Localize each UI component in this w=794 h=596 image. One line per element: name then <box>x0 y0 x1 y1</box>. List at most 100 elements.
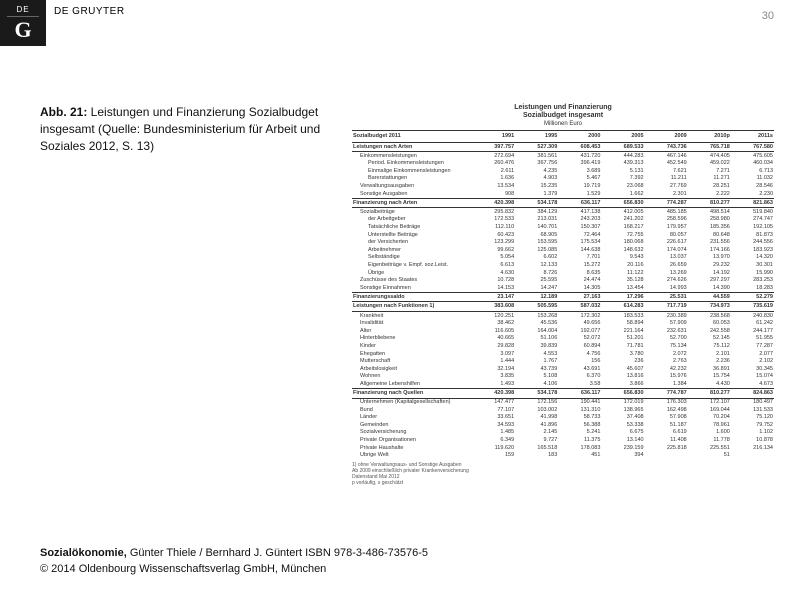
cell: 38.462 <box>472 320 515 328</box>
row-label: Period. Einkommensleistungen <box>352 160 472 168</box>
cell: 39.839 <box>515 342 558 350</box>
cell: 4.553 <box>515 350 558 358</box>
row-label: Ehegatten <box>352 350 472 358</box>
cell: 9.727 <box>515 437 558 445</box>
cell: 172.107 <box>688 398 731 406</box>
cell: 774.787 <box>645 388 688 398</box>
cell: 70.204 <box>688 414 731 422</box>
table-row: Sozialbeiträge295.832384.129417.138412.0… <box>352 208 774 216</box>
row-label: Mutterschaft <box>352 358 472 366</box>
cell: 99.662 <box>472 246 515 254</box>
table-row: Ehegatten3.0974.5534.7563.7802.0722.1012… <box>352 350 774 358</box>
cell: 384.129 <box>515 208 558 216</box>
cell: 78.961 <box>688 421 731 429</box>
cell: 183 <box>515 452 558 460</box>
cell: 4.756 <box>558 350 601 358</box>
cell: 190.441 <box>558 398 601 406</box>
cell: 258.596 <box>645 216 688 224</box>
cell: 4.235 <box>515 167 558 175</box>
cell: 45.607 <box>601 365 644 373</box>
cell: 61.242 <box>731 320 774 328</box>
cell: 367.756 <box>515 160 558 168</box>
row-label: Arbeitslosigkeit <box>352 365 472 373</box>
cell: 467.146 <box>645 152 688 160</box>
cell: 6.613 <box>472 261 515 269</box>
cell: 439.313 <box>601 160 644 168</box>
cell: 2.236 <box>688 358 731 366</box>
cell: 6.370 <box>558 373 601 381</box>
cell: 238.568 <box>688 312 731 320</box>
cell: 431.720 <box>558 152 601 160</box>
cell: 420.398 <box>472 198 515 208</box>
table-header-row: Sozialbudget 2011 1991199520002005200920… <box>352 130 774 142</box>
cell: 60.423 <box>472 231 515 239</box>
cell: 138.965 <box>601 406 644 414</box>
cell: 174.166 <box>688 246 731 254</box>
cell: 534.178 <box>515 388 558 398</box>
cell: 24.474 <box>558 277 601 285</box>
cell: 27.769 <box>645 183 688 191</box>
cell: 534.178 <box>515 198 558 208</box>
cell: 192.077 <box>558 327 601 335</box>
cell: 6.349 <box>472 437 515 445</box>
table-row: Period. Einkommensleistungen260.476367.7… <box>352 160 774 168</box>
cell: 53.338 <box>601 421 644 429</box>
cell: 7.621 <box>645 167 688 175</box>
cell: 519.840 <box>731 208 774 216</box>
cell: 179.957 <box>645 224 688 232</box>
cell: 460.034 <box>731 160 774 168</box>
cell: 140.701 <box>515 224 558 232</box>
table-row: Übrige4.6308.7268.63511.12213.26914.1921… <box>352 269 774 277</box>
cell: 824.863 <box>731 388 774 398</box>
cell: 13.454 <box>601 284 644 292</box>
cell: 68.905 <box>515 231 558 239</box>
row-label: Arbeitnehmer <box>352 246 472 254</box>
cell: 2.230 <box>731 190 774 198</box>
cell: 381.561 <box>515 152 558 160</box>
cell: 4.630 <box>472 269 515 277</box>
cell: 41.896 <box>515 421 558 429</box>
cell: 45.536 <box>515 320 558 328</box>
row-label: Finanzierung nach Arten <box>352 198 472 208</box>
col-year: 2011s <box>731 130 774 142</box>
cell: 8.635 <box>558 269 601 277</box>
cell: 148.632 <box>601 246 644 254</box>
row-label: Leistungen nach Funktionen 1) <box>352 302 472 312</box>
cell: 689.533 <box>601 142 644 152</box>
table-row: Mutterschaft1.4441.7671562362.7632.2362.… <box>352 358 774 366</box>
cell: 396.419 <box>558 160 601 168</box>
cell: 3.58 <box>558 380 601 388</box>
cell: 12.189 <box>515 292 558 302</box>
cell: 908 <box>472 190 515 198</box>
cell: 636.117 <box>558 198 601 208</box>
table-row: Wohnen3.8355.1086.37013.81615.97615.7541… <box>352 373 774 381</box>
cell: 717.719 <box>645 302 688 312</box>
cell: 394 <box>601 452 644 460</box>
cell: 15.976 <box>645 373 688 381</box>
cell: 608.453 <box>558 142 601 152</box>
footer-authors: Günter Thiele / Bernhard J. Güntert ISBN… <box>127 547 428 559</box>
cell: 172.156 <box>515 398 558 406</box>
table-row: Sonstige Einnahmen14.15314.24714.30513.4… <box>352 284 774 292</box>
col-year: 2009 <box>645 130 688 142</box>
table-heading-3: Millionen Euro <box>352 121 774 128</box>
cell: 153.595 <box>515 239 558 247</box>
cell: 34.593 <box>472 421 515 429</box>
cell: 29.232 <box>688 261 731 269</box>
cell: 7.392 <box>601 175 644 183</box>
cell: 25.531 <box>645 292 688 302</box>
cell: 119.620 <box>472 444 515 452</box>
cell: 505.595 <box>515 302 558 312</box>
cell: 230.389 <box>645 312 688 320</box>
cell: 295.832 <box>472 208 515 216</box>
cell: 452.549 <box>645 160 688 168</box>
cell: 743.736 <box>645 142 688 152</box>
row-label: der Arbeitgeber <box>352 216 472 224</box>
row-label: Wohnen <box>352 373 472 381</box>
cell: 77.287 <box>731 342 774 350</box>
cell: 60.053 <box>688 320 731 328</box>
cell: 175.534 <box>558 239 601 247</box>
cell: 51.201 <box>601 335 644 343</box>
table-heading-2: Sozialbudget insgesamt <box>352 112 774 120</box>
table-row: der Arbeitgeber172.533213.031243.203241.… <box>352 216 774 224</box>
